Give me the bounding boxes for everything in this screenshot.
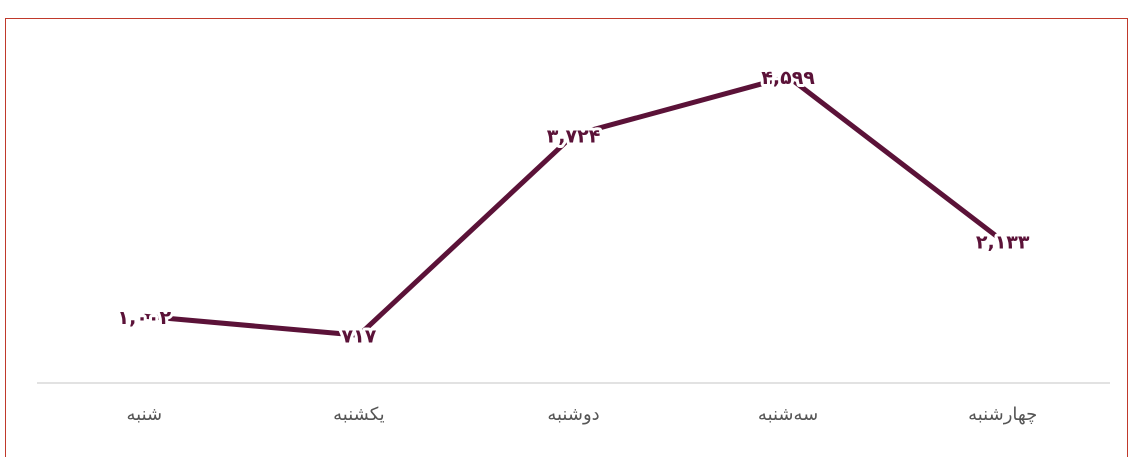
data-label: ۱,۰۰۲ bbox=[117, 307, 171, 329]
x-tick-label: دوشنبه bbox=[547, 404, 599, 425]
data-label: ۲,۱۳۳ bbox=[976, 231, 1030, 253]
x-tick-label: سه‌شنبه bbox=[758, 404, 818, 425]
data-label: ۴,۵۹۹ bbox=[761, 67, 815, 89]
series-line bbox=[144, 73, 1005, 338]
chart-frame bbox=[5, 18, 1128, 457]
data-label: ۳,۷۲۴ bbox=[547, 125, 601, 147]
x-tick-label: چهارشنبه bbox=[968, 404, 1037, 425]
x-tick-label: شنبه bbox=[126, 404, 162, 425]
data-label: ۷۱۷ bbox=[342, 326, 377, 348]
x-tick-label: یکشنبه bbox=[333, 404, 385, 425]
